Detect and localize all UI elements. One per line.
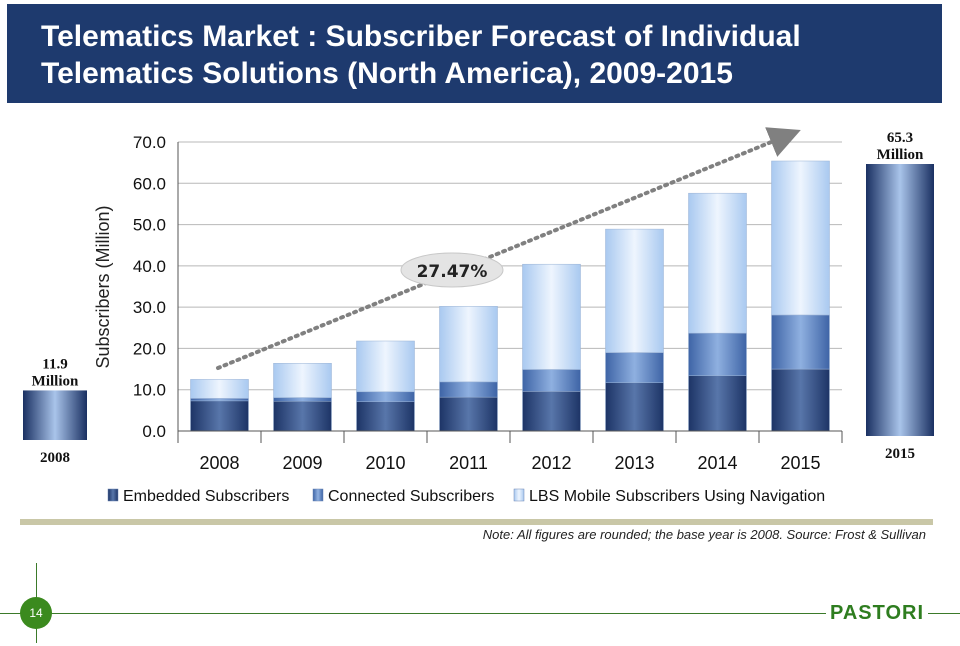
legend-label: Connected Subscribers	[328, 488, 494, 505]
title-line-1: Telematics Market : Subscriber Forecast …	[41, 20, 801, 53]
bar-lbs	[439, 306, 498, 383]
side-value-label: 65.3	[887, 130, 913, 146]
bar-lbs	[190, 379, 249, 399]
bar-connected	[522, 369, 581, 392]
source-note: Note: All figures are rounded; the base …	[482, 527, 926, 542]
bar-embedded	[605, 382, 664, 432]
footer-line	[0, 613, 960, 614]
side-bar-2015	[866, 164, 934, 436]
bar-lbs	[356, 340, 415, 393]
y-tick-label: 40.0	[133, 257, 166, 276]
legend-swatch	[312, 488, 324, 502]
bar-connected	[356, 391, 415, 402]
bar-connected	[771, 314, 830, 370]
cagr-label: 27.47%	[417, 262, 488, 282]
side-bar-2008	[23, 390, 87, 440]
legend-swatch	[107, 488, 119, 502]
bar-lbs	[688, 192, 747, 334]
bar-connected	[190, 398, 249, 402]
bar-lbs	[605, 228, 664, 353]
y-tick-label: 60.0	[133, 174, 166, 193]
y-tick-label: 10.0	[133, 381, 166, 400]
x-tick-label: 2012	[531, 453, 571, 473]
cagr-bubble	[400, 252, 504, 288]
bar-embedded	[688, 375, 747, 432]
bar-lbs	[273, 363, 332, 398]
page-number-badge: 14	[20, 597, 52, 629]
title-banner: Telematics Market : Subscriber Forecast …	[7, 4, 942, 103]
y-tick-label: 20.0	[133, 339, 166, 358]
legend-swatch	[513, 488, 525, 502]
bar-embedded	[356, 401, 415, 432]
x-tick-label: 2009	[282, 453, 322, 473]
bar-embedded	[273, 401, 332, 432]
side-unit-label: Million	[32, 373, 79, 389]
legend-label: LBS Mobile Subscribers Using Navigation	[529, 488, 825, 505]
divider-bar	[20, 519, 933, 525]
bar-embedded	[522, 391, 581, 432]
x-tick-label: 2013	[614, 453, 654, 473]
brand-logo: PASTORI	[826, 602, 929, 625]
x-tick-label: 2008	[199, 453, 239, 473]
y-tick-label: 30.0	[133, 298, 166, 317]
side-year-label: 2015	[885, 446, 915, 462]
title-line-2: Telematics Solutions (North America), 20…	[41, 57, 733, 90]
y-tick-label: 0.0	[142, 422, 166, 441]
bar-embedded	[439, 396, 498, 432]
side-value-label: 11.9	[42, 356, 67, 372]
bar-connected	[439, 381, 498, 398]
bar-embedded	[190, 400, 249, 432]
legend-label: Embedded Subscribers	[123, 488, 289, 505]
y-tick-label: 50.0	[133, 216, 166, 235]
bar-connected	[688, 332, 747, 376]
x-tick-label: 2015	[780, 453, 820, 473]
growth-arrow	[216, 127, 801, 370]
bar-connected	[273, 397, 332, 402]
x-tick-label: 2010	[365, 453, 405, 473]
bar-connected	[605, 352, 664, 383]
y-tick-label: 70.0	[133, 133, 166, 152]
x-tick-label: 2011	[449, 453, 488, 473]
bar-lbs	[771, 160, 830, 316]
bar-embedded	[771, 368, 830, 432]
bar-lbs	[522, 263, 581, 370]
x-tick-label: 2014	[697, 453, 737, 473]
side-unit-label: Million	[877, 147, 924, 163]
side-year-label: 2008	[40, 450, 70, 466]
y-axis-title: Subscribers (Million)	[93, 205, 113, 368]
